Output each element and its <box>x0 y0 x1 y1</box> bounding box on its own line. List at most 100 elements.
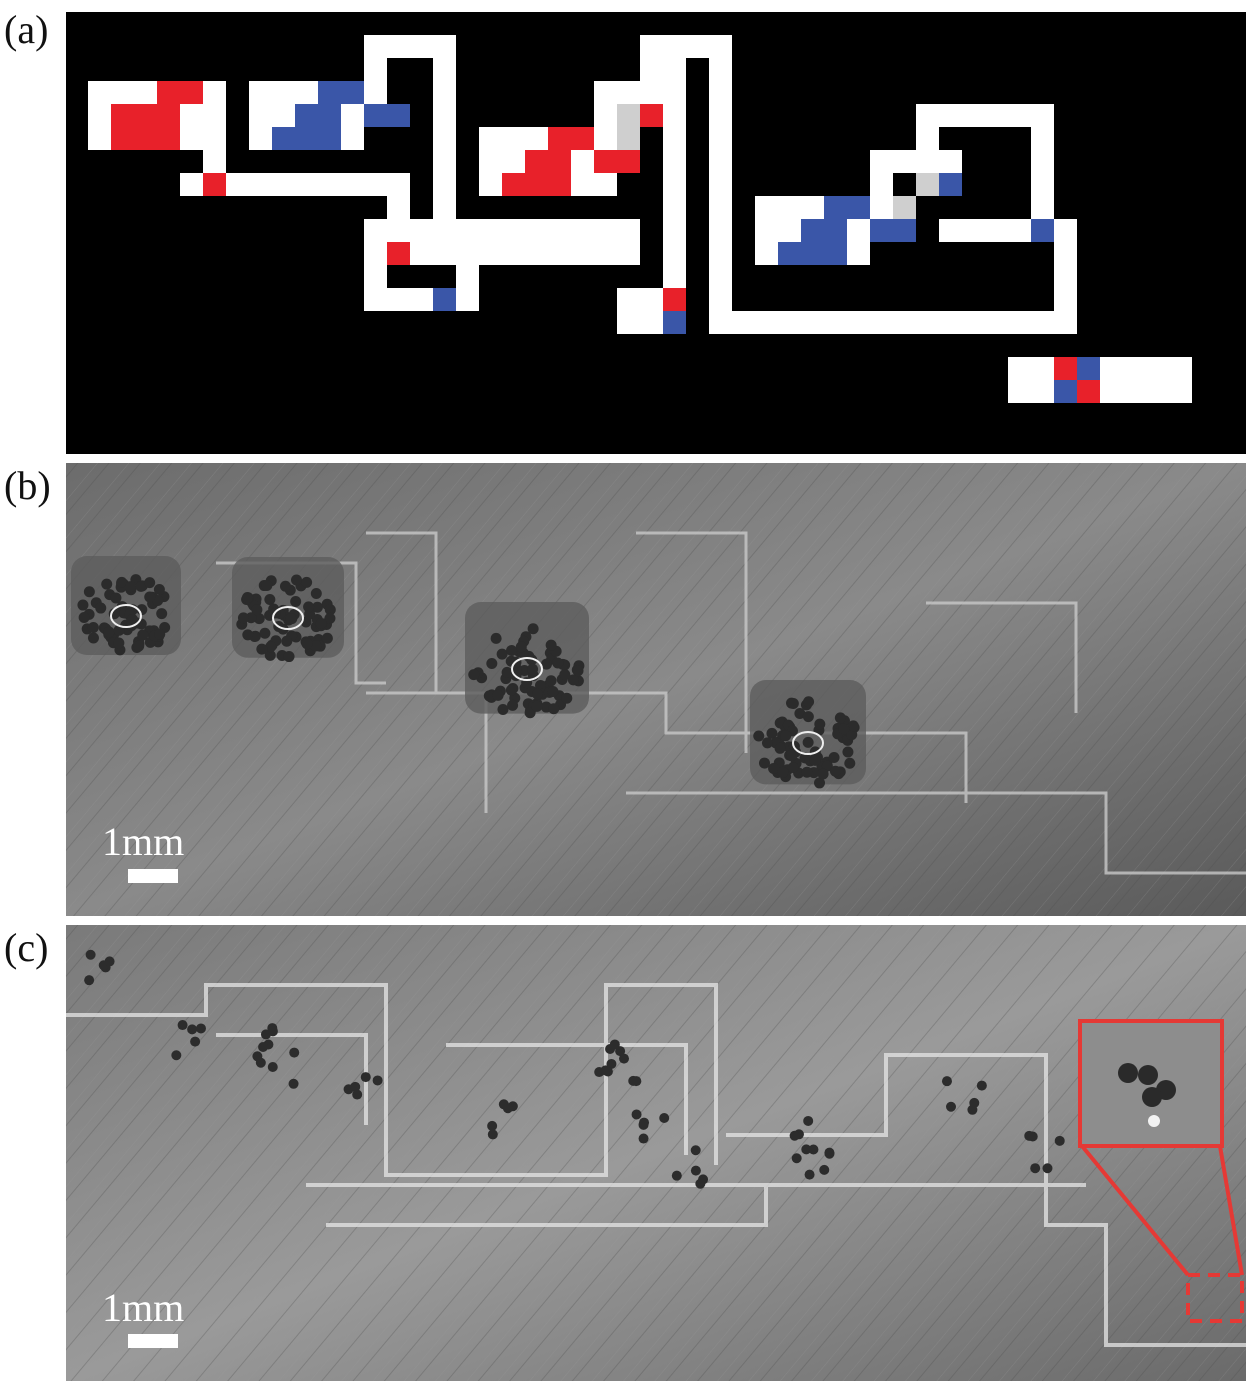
bead <box>490 632 502 644</box>
grid-cell <box>318 81 364 104</box>
bead <box>802 736 814 748</box>
bead <box>135 580 147 592</box>
bead <box>638 1133 649 1144</box>
bead <box>110 592 122 604</box>
bead <box>808 1144 819 1155</box>
bead <box>242 629 254 641</box>
bead <box>602 1066 613 1077</box>
bead <box>85 949 96 960</box>
panel-c-micrograph: 1mm <box>66 925 1246 1381</box>
bead <box>258 1042 269 1053</box>
grid-cell <box>640 104 663 127</box>
channel-outlines-c <box>66 983 1246 1347</box>
bead <box>659 1112 670 1123</box>
bead <box>116 576 128 588</box>
bead <box>144 591 156 603</box>
grid-cell <box>1031 219 1054 242</box>
bead <box>671 1170 682 1181</box>
zoom-line <box>1080 1144 1190 1277</box>
bead <box>290 574 302 586</box>
grid-cell <box>893 196 916 219</box>
bead <box>690 1165 701 1176</box>
bead <box>552 657 564 669</box>
scale-bar-c <box>128 1334 178 1348</box>
bead <box>967 1104 978 1115</box>
bead <box>639 1117 650 1128</box>
grid-cell <box>295 104 341 127</box>
bead <box>251 604 263 616</box>
bead <box>360 1072 371 1083</box>
bead <box>829 765 841 777</box>
inset-bead <box>1138 1065 1158 1085</box>
bead <box>256 643 268 655</box>
bead <box>531 700 543 712</box>
scale-label-b: 1mm <box>102 819 184 864</box>
bead <box>144 577 156 589</box>
bead <box>946 1101 957 1112</box>
grid-cell <box>778 242 847 265</box>
bead <box>195 1023 206 1034</box>
grid-cell <box>1054 357 1077 380</box>
grid-cell <box>870 150 893 219</box>
bead <box>789 1130 800 1141</box>
zoom-line <box>1218 1145 1244 1276</box>
grid-cell <box>1077 357 1100 380</box>
bead <box>84 975 95 986</box>
bead <box>505 684 517 696</box>
micrograph-b: 1mm <box>66 463 1246 916</box>
bead <box>802 711 814 723</box>
bead <box>285 613 297 625</box>
bead <box>834 712 846 724</box>
bead <box>758 757 770 769</box>
droplet-chambers <box>71 556 866 789</box>
grid-cell <box>364 104 410 127</box>
bead <box>253 613 265 625</box>
bead <box>567 674 579 686</box>
bead <box>548 703 560 715</box>
bead <box>531 688 543 700</box>
grid-cell <box>916 104 1054 127</box>
bead <box>190 1036 201 1047</box>
grid-cell <box>502 173 571 196</box>
grid-cell <box>870 219 916 242</box>
bead <box>237 612 249 624</box>
bead <box>804 1169 815 1180</box>
bead <box>842 746 854 758</box>
bead <box>547 686 559 698</box>
bead <box>301 576 313 588</box>
bead <box>352 1089 363 1100</box>
grid-cell <box>456 265 479 311</box>
bead <box>507 699 519 711</box>
bead <box>606 1058 617 1069</box>
bead <box>83 586 95 598</box>
grid-cell <box>157 81 203 104</box>
bead <box>753 730 765 742</box>
bead <box>310 640 322 652</box>
grid-cell <box>548 127 594 150</box>
grid-cell <box>663 311 686 334</box>
grid-cell <box>617 104 640 150</box>
grid-cell <box>433 35 456 242</box>
bead <box>487 1120 498 1131</box>
bead <box>535 679 547 691</box>
micrograph-c: 1mm <box>66 925 1246 1381</box>
bead <box>619 1053 630 1064</box>
grid-cell <box>594 150 640 173</box>
bead <box>177 1020 188 1031</box>
grid-cell <box>801 219 847 242</box>
bead <box>154 628 166 640</box>
bead <box>524 707 536 719</box>
bead <box>156 608 168 620</box>
panel-label-b: (b) <box>4 463 51 508</box>
grid-cell <box>525 150 571 173</box>
grid-cell <box>916 173 939 196</box>
bead <box>124 581 136 593</box>
bead <box>628 1075 639 1086</box>
bead <box>803 1115 814 1126</box>
bead <box>631 1109 642 1120</box>
bead <box>828 751 840 763</box>
bead <box>561 692 573 704</box>
grid-cell <box>663 288 686 311</box>
panel-a-schematic <box>66 12 1246 454</box>
bead <box>501 666 513 678</box>
